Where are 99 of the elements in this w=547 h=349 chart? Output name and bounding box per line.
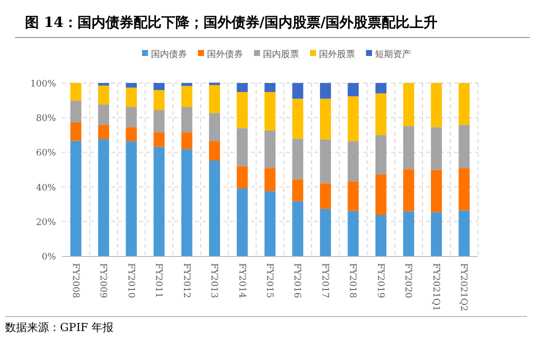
bar — [430, 127, 442, 170]
bar — [181, 149, 192, 256]
bar — [458, 210, 470, 256]
bar — [126, 141, 137, 256]
bar — [264, 92, 276, 130]
bar — [458, 83, 470, 126]
legend-label: 国内债券 — [151, 49, 187, 60]
bar — [70, 100, 82, 122]
x-tick-label: FY2018 — [347, 263, 358, 298]
bar — [264, 130, 276, 168]
x-tick-label: FY2013 — [208, 263, 219, 298]
bar — [320, 83, 331, 99]
bar — [209, 113, 220, 142]
bar — [348, 181, 359, 211]
bar — [181, 132, 192, 150]
bar — [236, 92, 248, 128]
bar — [403, 211, 414, 256]
bar — [403, 83, 414, 126]
bar — [458, 125, 470, 168]
bar — [236, 83, 248, 92]
bar — [209, 82, 220, 86]
bar — [264, 83, 276, 92]
bar — [154, 110, 165, 132]
bar — [375, 93, 386, 136]
bar — [98, 83, 110, 86]
bar — [348, 83, 359, 96]
bar — [292, 98, 304, 139]
y-tick-label: 0% — [42, 252, 56, 262]
bar — [403, 169, 414, 212]
bar — [292, 201, 304, 256]
legend-label: 短期资产 — [375, 49, 411, 60]
x-tick-label: FY2010 — [125, 263, 136, 298]
bar — [209, 160, 220, 256]
bar — [320, 208, 331, 256]
x-tick-label: FY2014 — [236, 263, 246, 298]
bar — [98, 104, 110, 126]
x-tick-label: FY2016 — [292, 263, 302, 298]
bar — [348, 210, 359, 256]
bar — [126, 88, 137, 108]
y-tick-label: 80% — [36, 114, 56, 124]
y-tick-label: 40% — [36, 183, 56, 194]
bar — [236, 188, 248, 256]
bar — [348, 96, 359, 142]
bar — [292, 83, 304, 99]
bar — [98, 125, 110, 140]
bar — [320, 139, 331, 184]
bar — [264, 168, 276, 192]
x-tick-label: FY2011 — [153, 263, 164, 298]
bar — [154, 90, 165, 110]
bar — [292, 138, 304, 180]
bar — [236, 128, 248, 166]
x-tick-label: FY2020 — [402, 263, 413, 298]
bar — [375, 83, 386, 94]
bar — [430, 170, 442, 212]
x-tick-label: FY2012 — [180, 263, 191, 298]
legend-label: 国外债券 — [207, 49, 243, 60]
bar — [458, 168, 470, 210]
legend-label: 国内股票 — [263, 49, 299, 60]
bar — [403, 126, 414, 170]
bar — [181, 107, 192, 132]
bar — [126, 127, 137, 142]
bar — [181, 86, 192, 108]
x-tick-label: FY2009 — [98, 263, 108, 298]
x-tick-label: FY2019 — [374, 263, 385, 298]
bar — [375, 135, 386, 175]
source-note: 数据来源：GPIF 年报 — [5, 321, 114, 334]
bar — [320, 98, 331, 140]
legend-label: 国外股票 — [319, 49, 355, 60]
bar — [430, 83, 442, 128]
bar — [70, 140, 82, 256]
bar — [181, 83, 192, 86]
bar — [126, 107, 137, 128]
x-tick-label: FY2008 — [70, 263, 80, 298]
bar — [98, 86, 110, 104]
bar — [375, 174, 386, 215]
bar — [264, 191, 276, 256]
bar — [154, 83, 165, 90]
bar — [154, 146, 165, 256]
bar — [98, 139, 110, 256]
bar — [236, 166, 248, 189]
bar — [126, 83, 137, 88]
bar — [292, 179, 304, 202]
y-tick-label: 60% — [36, 148, 56, 159]
bar — [430, 212, 442, 256]
x-tick-label: FY2021Q1 — [430, 263, 440, 312]
x-tick-label: FY2015 — [264, 263, 274, 298]
x-tick-label: FY2021Q2 — [458, 263, 468, 312]
bar — [70, 83, 82, 101]
y-tick-label: 100% — [30, 80, 56, 90]
bar — [320, 183, 331, 209]
x-tick-label: FY2017 — [319, 263, 330, 298]
bar — [375, 215, 386, 256]
bar — [154, 132, 165, 147]
chart-title: 图 14：国内债券配比下降；国外债券/国内股票/国外股票配比上升 — [25, 14, 438, 31]
y-tick-label: 20% — [36, 218, 56, 228]
bar — [209, 85, 220, 114]
bar — [70, 122, 82, 141]
bar — [348, 141, 359, 182]
bar — [209, 141, 220, 161]
